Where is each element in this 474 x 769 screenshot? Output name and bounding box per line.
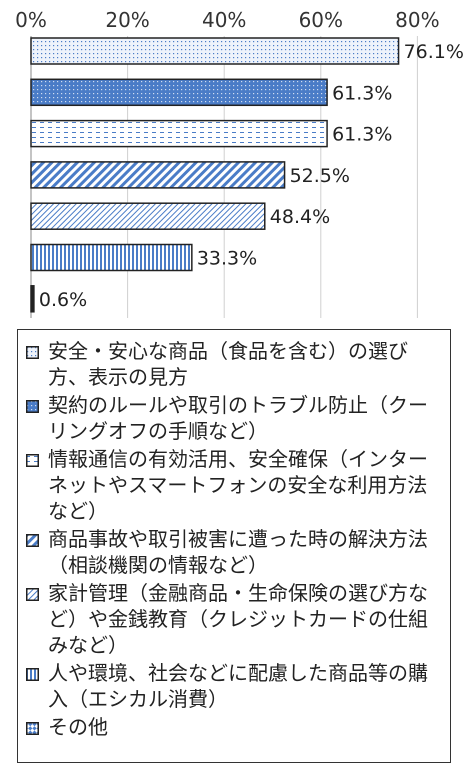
legend-swatch: [26, 722, 39, 735]
legend-label: 人や環境、社会などに配慮した商品等の購入（エシカル消費）: [48, 661, 428, 711]
legend-swatch: [26, 668, 39, 681]
bar: [30, 202, 266, 230]
legend-label: 安全・安心な商品（食品を含む）の選び方、表示の見方: [48, 339, 408, 389]
bar-value-label: 0.6%: [39, 289, 87, 311]
x-tick-label: 80%: [395, 8, 439, 32]
legend-label: 情報通信の有効活用、安全確保（インターネットやスマートフォンの安全な利用方法など…: [48, 447, 428, 523]
legend: 安全・安心な商品（食品を含む）の選び方、表示の見方 契約のルールや取引のトラブル防…: [17, 329, 451, 763]
bar-chart: 0% 20% 40% 60% 80% 76.1% 61.3% 61.3% 52.5% 48.4%…: [15, 8, 464, 318]
bar-value-label: 61.3%: [332, 82, 392, 104]
bar-value-label: 52.5%: [290, 165, 350, 187]
legend-label: 商品事故や取引被害に遭った時の解決方法（相談機関の情報など）: [48, 527, 428, 577]
bar: [30, 161, 286, 189]
bar-value-label: 76.1%: [404, 41, 464, 63]
legend-swatch: [26, 454, 39, 467]
legend-swatch: [26, 588, 39, 601]
legend-swatch: [26, 400, 39, 413]
bar-value-label: 33.3%: [197, 248, 257, 270]
x-tick-label: 60%: [299, 8, 343, 32]
legend-swatch: [26, 346, 39, 359]
legend-swatch: [26, 534, 39, 547]
legend-label: その他: [48, 715, 108, 739]
bar: [30, 119, 328, 148]
legend-label: 家計管理（金融商品・生命保険の選び方など）や金銭教育（クレジットカードの仕組みな…: [48, 581, 428, 657]
bar: [30, 243, 193, 272]
bar: [30, 285, 35, 313]
x-tick-label: 20%: [105, 8, 149, 32]
legend-label: 契約のルールや取引のトラブル防止（クーリングオフの手順など）: [48, 393, 428, 443]
bar: [30, 37, 400, 65]
bar-value-label: 48.4%: [270, 206, 330, 228]
bar-value-label: 61.3%: [332, 124, 392, 146]
x-axis-ticks: 0% 20% 40% 60% 80%: [15, 8, 439, 32]
x-tick-label: 0%: [15, 8, 47, 32]
bar: [30, 78, 328, 107]
bars: 76.1% 61.3% 61.3% 52.5% 48.4% 33.3% 0.6%: [30, 37, 464, 313]
x-tick-label: 40%: [202, 8, 246, 32]
